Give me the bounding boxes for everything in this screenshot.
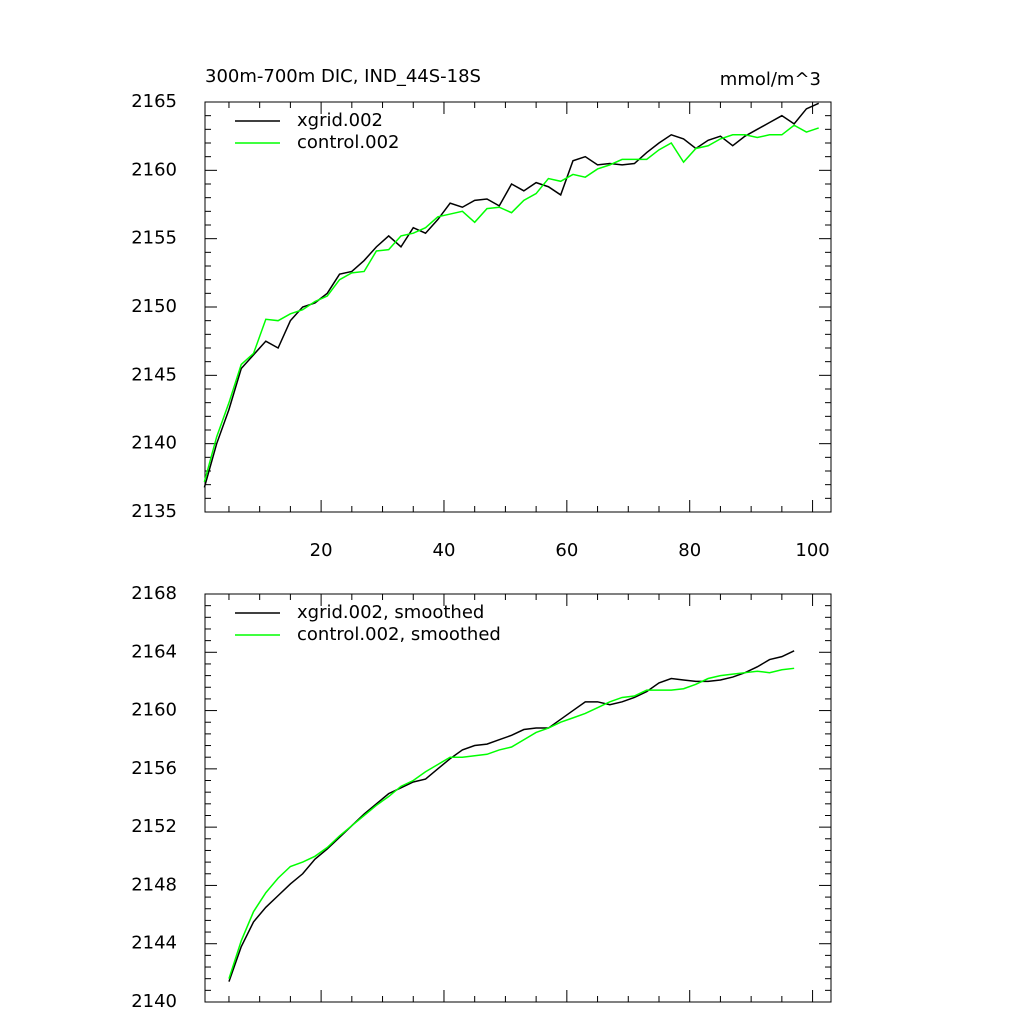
y-tick-label: 2160 (131, 159, 177, 180)
y-tick-label: 2145 (131, 364, 177, 385)
data-line (203, 124, 819, 483)
y-tick-label: 2150 (131, 296, 177, 317)
legend-label: control.002, smoothed (297, 624, 501, 645)
unit-label: mmol/m^3 (720, 69, 821, 90)
plot-frame (204, 101, 832, 513)
y-tick-label: 2144 (131, 933, 177, 954)
plot-frame (204, 593, 832, 1003)
data-line (228, 667, 795, 979)
x-tick-label: 100 (795, 540, 829, 561)
chart-title: 300m-700m DIC, IND_44S-18S (205, 66, 481, 87)
y-tick-label: 2164 (131, 641, 177, 662)
x-tick-label: 60 (555, 540, 578, 561)
y-tick-label: 2155 (131, 228, 177, 249)
y-tick-label: 2168 (131, 583, 177, 604)
x-tick-label: 40 (433, 540, 456, 561)
y-tick-label: 2165 (131, 91, 177, 112)
y-tick-label: 2156 (131, 758, 177, 779)
y-tick-label: 2160 (131, 700, 177, 721)
y-tick-label: 2140 (131, 433, 177, 454)
legend-label: control.002 (297, 132, 399, 153)
data-line (228, 650, 795, 982)
legend-label: xgrid.002 (297, 110, 383, 131)
y-tick-label: 2148 (131, 874, 177, 895)
y-tick-label: 2135 (131, 501, 177, 522)
x-tick-label: 80 (678, 540, 701, 561)
y-tick-label: 2152 (131, 816, 177, 837)
data-line (203, 102, 820, 488)
y-tick-label: 2140 (131, 991, 177, 1012)
legend-label: xgrid.002, smoothed (297, 602, 484, 623)
x-tick-label: 20 (310, 540, 333, 561)
